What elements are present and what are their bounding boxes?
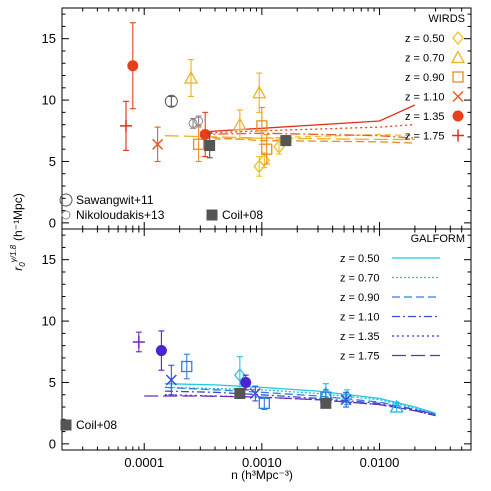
data-point-coil-08: [280, 135, 292, 147]
data-point-coil-08: [204, 140, 216, 152]
legend-title: GALFORM: [411, 233, 465, 245]
legend-title: WIRDS: [428, 13, 465, 25]
y-tick-label: 15: [42, 252, 56, 267]
legend-label-z-1-75: z = 1.75: [405, 131, 444, 143]
data-point-z-1-35: [199, 128, 211, 140]
x-tick-label: 0.0100: [360, 455, 400, 470]
data-point-coil-08: [234, 388, 246, 400]
panel-bottom-galform: 0 5 10 15 0.0001 0.0010 0.0100 GALFORM z = 0.50…: [42, 228, 472, 470]
legend-label-z-0-70: z = 0.70: [340, 273, 379, 285]
data-point-z-0-50: [233, 368, 246, 383]
data-point-coil-08: [320, 397, 332, 409]
legend-galform: GALFORM z = 0.50 z = 0.70 z = 0.90 z = 1.10 z…: [340, 233, 465, 363]
x-tick-label: 0.0001: [124, 455, 164, 470]
y-tick-label: 15: [42, 31, 56, 46]
legend-marker-z-0-50: [452, 30, 464, 46]
data-point-z-1-10: [165, 374, 177, 386]
legend-label-z-0-90: z = 0.90: [340, 292, 379, 304]
model-line-z-0-90: [164, 386, 436, 416]
data-point-z-0-70: [252, 85, 267, 99]
y-axis-label-superscript: γ/1.8: [9, 244, 18, 262]
model-line-z-0-50: [164, 383, 436, 414]
y-tick-label: 10: [42, 314, 56, 329]
panel-bottom-ticks: 0 5 10 15 0.0001 0.0010 0.0100: [42, 229, 472, 470]
legend-marker-z-1-35: [452, 110, 464, 122]
data-point-nikoloudakis-13: [188, 118, 198, 128]
data-point-z-1-10: [249, 387, 261, 400]
data-point-z-1-10: [152, 138, 164, 150]
legend-marker-coil-08: [206, 209, 218, 221]
model-line-z-1-75: [144, 395, 436, 417]
legend-label-z-1-10: z = 1.10: [405, 92, 444, 104]
model-line-z-0-50: [214, 133, 415, 141]
legend-label-coil-08: Coil+08: [76, 418, 117, 432]
model-line-z-0-70: [164, 386, 436, 416]
legend-marker-sawangwit-11: [59, 193, 73, 207]
data-point-z-1-35: [155, 345, 167, 357]
x-tick-label: 0.0010: [242, 455, 282, 470]
y-tick-label: 0: [49, 215, 56, 230]
legend-label-z-1-35: z = 1.35: [340, 331, 379, 343]
legend-marker-z-1-10: [452, 90, 464, 103]
legend-marker-nikoloudakis-13: [61, 210, 71, 220]
legend-label-z-0-70: z = 0.70: [405, 53, 444, 65]
legend-label-z-0-90: z = 0.90: [405, 72, 444, 84]
legend-label-z-0-50: z = 0.50: [340, 253, 379, 265]
y-axis-label-subscript: 0: [18, 262, 27, 267]
model-line-z-0-90: [200, 136, 415, 144]
y-tick-label: 0: [49, 436, 56, 451]
data-point-z-0-90: [192, 138, 205, 150]
panel-bottom-data-points: [132, 330, 404, 413]
data-point-z-0-70: [183, 70, 199, 84]
legend-marker-z-1-75: [452, 129, 464, 142]
data-point-z-1-35: [127, 60, 139, 72]
legend-label-nikoloudakis-13: Nikoloudakis+13: [76, 208, 165, 222]
data-point-z-0-90: [258, 397, 270, 409]
panel-top-ticks: 0 5 10 15: [42, 8, 472, 230]
legend-marker-z-0-90: [452, 71, 464, 83]
legend-reference-bottom: Coil+08: [60, 418, 117, 432]
panel-bottom-model-lines: [144, 383, 436, 417]
data-point-z-1-75: [119, 119, 132, 132]
data-point-z-0-90: [181, 360, 193, 373]
y-tick-label: 5: [49, 154, 56, 169]
data-point-z-1-75: [132, 335, 145, 348]
legend-label-z-1-35: z = 1.35: [405, 111, 444, 123]
panel-top-data-points: [119, 22, 292, 177]
legend-label-z-1-75: z = 1.75: [340, 351, 379, 363]
y-tick-label: 10: [42, 93, 56, 108]
legend-marker-coil-08: [60, 419, 72, 431]
y-axis-label: r0γ/1.8 (h⁻¹Mpc): [9, 193, 27, 270]
legend-wirds: WIRDS z = 0.50 z = 0.70 z = 0.90 z = 1.10 z =…: [405, 13, 466, 143]
x-axis-label: n (h³Mpc⁻³): [231, 468, 293, 482]
panel-bottom-frame: [61, 228, 472, 451]
panel-top-wirds: 0 5 10 15 WIRDS z = 0.50 z = 0.70 z = 0.90 z = …: [42, 7, 472, 230]
y-axis-label-main: r: [11, 266, 25, 271]
legend-label-sawangwit-11: Sawangwit+11: [76, 193, 154, 207]
legend-label-z-0-50: z = 0.50: [405, 33, 444, 45]
data-point-nikoloudakis-13: [194, 116, 204, 126]
data-point-z-1-10: [340, 394, 352, 406]
data-point-z-0-90: [256, 120, 268, 132]
model-line-z-1-10: [164, 390, 436, 416]
legend-marker-z-0-70: [450, 50, 466, 64]
y-tick-label: 5: [49, 375, 56, 390]
model-line-z-1-35: [200, 123, 415, 134]
data-point-z-0-70: [232, 117, 247, 131]
model-line-z-1-75: [200, 104, 416, 133]
data-point-z-0-50: [258, 153, 271, 168]
legend-label-coil-08: Coil+08: [222, 208, 263, 222]
legend-label-z-1-10: z = 1.10: [340, 312, 379, 324]
data-point-z-1-35: [240, 376, 252, 388]
data-point-sawangwit-11: [164, 94, 178, 108]
y-axis-label-units: (h⁻¹Mpc): [11, 193, 25, 241]
data-point-z-0-90: [261, 143, 273, 155]
data-point-z-0-70: [389, 399, 404, 413]
